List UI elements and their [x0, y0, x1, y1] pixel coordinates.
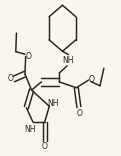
Text: O: O	[42, 142, 48, 151]
Text: NH: NH	[62, 56, 73, 65]
Text: NH: NH	[24, 125, 36, 134]
Text: O: O	[77, 109, 83, 118]
Text: NH: NH	[47, 99, 58, 108]
Text: O: O	[26, 52, 31, 61]
Text: O: O	[8, 74, 14, 83]
Text: O: O	[89, 76, 95, 84]
